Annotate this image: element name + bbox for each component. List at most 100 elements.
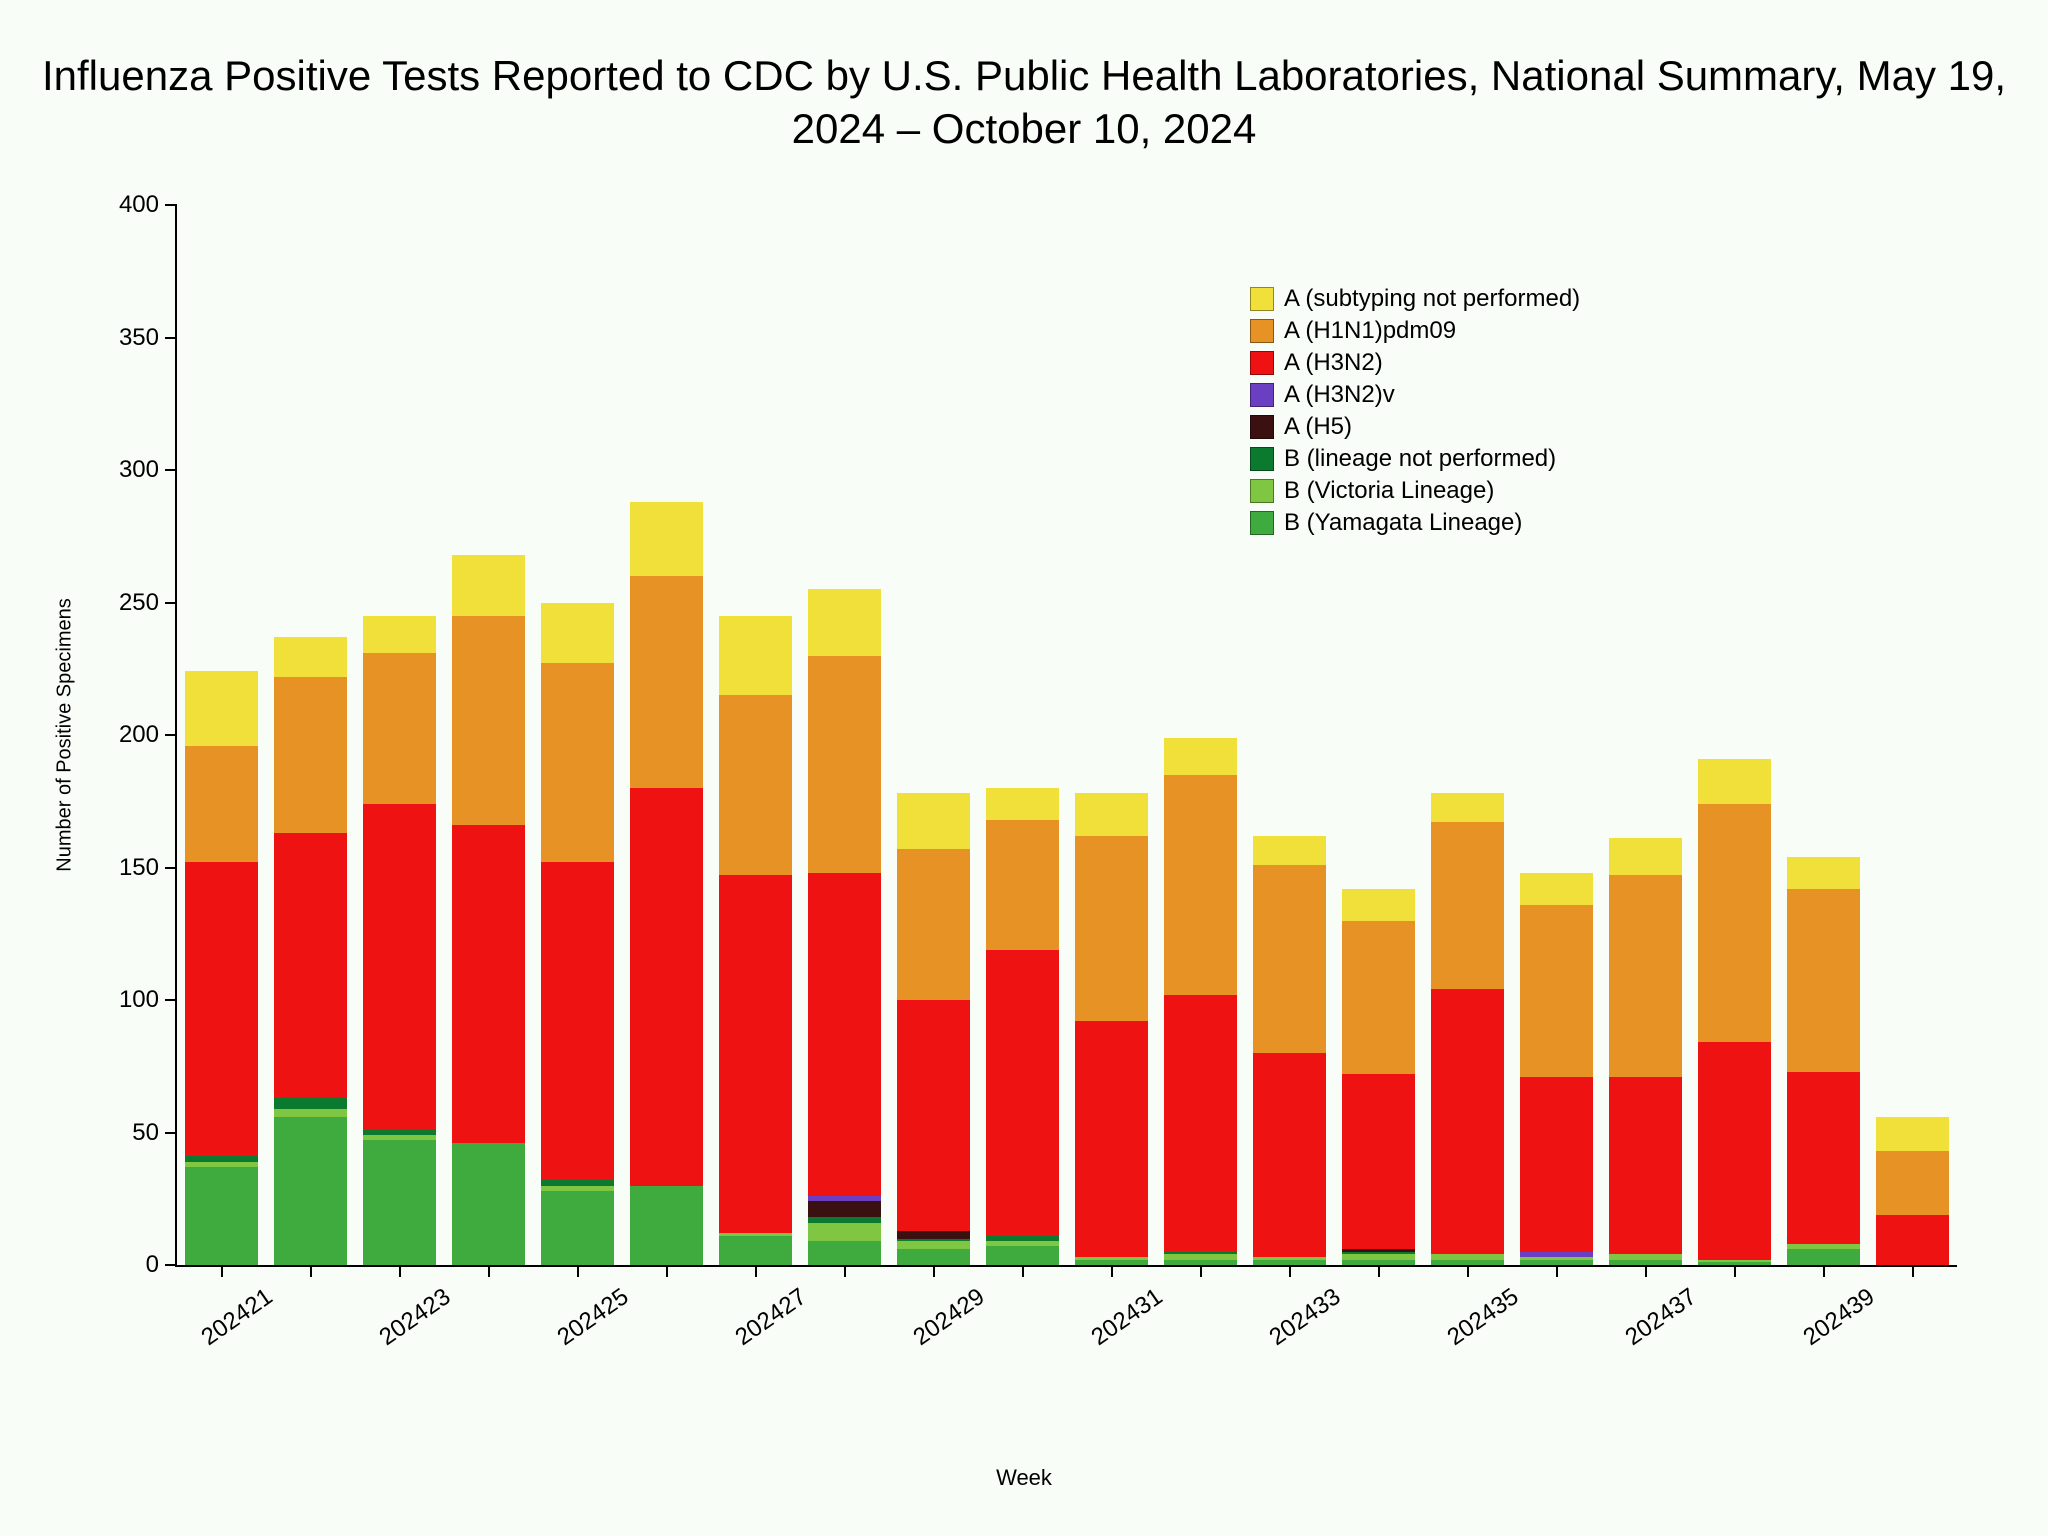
bar-segment-a_not_subtyped [1253, 836, 1326, 865]
bar-segment-b_victoria [1609, 1254, 1682, 1259]
bar-segment-a_h1n1 [630, 576, 703, 788]
bar-segment-a_h3n2 [185, 862, 258, 1156]
y-tick [165, 337, 177, 339]
bar-segment-a_h3n2 [452, 825, 525, 1143]
bar-segment-b_yamagata [630, 1186, 703, 1266]
bar-segment-a_h1n1 [808, 656, 881, 873]
y-tick-label: 400 [119, 191, 159, 219]
legend-swatch [1250, 511, 1274, 535]
x-tick [221, 1265, 223, 1277]
bar-segment-a_h3n2 [1520, 1077, 1593, 1252]
bar-segment-a_h1n1 [1164, 775, 1237, 995]
y-tick [165, 999, 177, 1001]
legend-item: B (Yamagata Lineage) [1250, 509, 1580, 537]
bar-segment-b_lineage_not [541, 1180, 614, 1185]
bar-segment-b_yamagata [719, 1236, 792, 1265]
bar-segment-a_not_subtyped [897, 793, 970, 849]
bar-segment-a_h3n2 [541, 862, 614, 1180]
y-axis-title: Number of Positive Specimens [54, 598, 77, 871]
legend-item: B (lineage not performed) [1250, 445, 1580, 473]
bar-segment-b_victoria [1520, 1257, 1593, 1260]
bar-segment-a_not_subtyped [808, 589, 881, 655]
bar-segment-a_h3n2v [808, 1196, 881, 1201]
bar-segment-a_h3n2 [1876, 1215, 1949, 1265]
bar-segment-a_h1n1 [1075, 836, 1148, 1022]
bar-segment-a_h3n2 [986, 950, 1059, 1236]
bar-segment-a_h5 [897, 1231, 970, 1239]
bar-segment-a_h1n1 [1342, 921, 1415, 1075]
y-tick-label: 0 [146, 1251, 159, 1279]
x-tick-label: 202425 [552, 1283, 634, 1352]
bar-segment-b_victoria [1253, 1257, 1326, 1260]
bar-segment-a_not_subtyped [1342, 889, 1415, 921]
bar-segment-b_victoria [1164, 1254, 1237, 1259]
legend: A (subtyping not performed)A (H1N1)pdm09… [1250, 285, 1580, 541]
bar-segment-b_victoria [363, 1135, 436, 1140]
x-tick [666, 1265, 668, 1277]
bar-segment-a_h3n2v [1520, 1252, 1593, 1257]
bar-segment-a_h3n2 [1787, 1072, 1860, 1244]
bar-segment-a_h3n2 [808, 873, 881, 1196]
chart-title: Influenza Positive Tests Reported to CDC… [0, 50, 2048, 155]
legend-label: A (H5) [1284, 413, 1352, 441]
bar-segment-b_lineage_not [897, 1239, 970, 1242]
y-tick [165, 204, 177, 206]
bar-segment-b_lineage_not [1164, 1252, 1237, 1255]
bar-segment-a_not_subtyped [363, 616, 436, 653]
x-tick [1022, 1265, 1024, 1277]
x-tick [488, 1265, 490, 1277]
bar-segment-a_h3n2 [1431, 989, 1504, 1254]
bar-segment-a_not_subtyped [1787, 857, 1860, 889]
legend-label: B (Victoria Lineage) [1284, 477, 1494, 505]
bar-segment-a_not_subtyped [1698, 759, 1771, 804]
bar-segment-a_not_subtyped [1876, 1117, 1949, 1151]
bar-segment-a_h3n2 [274, 833, 347, 1098]
x-tick [755, 1265, 757, 1277]
bar-segment-a_h1n1 [363, 653, 436, 804]
bar-segment-b_lineage_not [808, 1217, 881, 1222]
bar-segment-a_h3n2 [719, 875, 792, 1233]
bar-segment-b_lineage_not [1342, 1252, 1415, 1255]
bar-segment-a_h1n1 [1698, 804, 1771, 1043]
bar-segment-b_yamagata [541, 1191, 614, 1265]
legend-swatch [1250, 479, 1274, 503]
bar-segment-a_not_subtyped [986, 788, 1059, 820]
bar-segment-a_not_subtyped [274, 637, 347, 677]
legend-label: A (subtyping not performed) [1284, 285, 1580, 313]
legend-label: A (H3N2)v [1284, 381, 1395, 409]
bar-segment-a_h5 [808, 1201, 881, 1217]
bar-segment-b_victoria [1698, 1260, 1771, 1263]
chart-container: Influenza Positive Tests Reported to CDC… [0, 0, 2048, 1536]
y-tick-label: 100 [119, 986, 159, 1014]
legend-swatch [1250, 447, 1274, 471]
bar-segment-a_not_subtyped [452, 555, 525, 616]
bar-segment-a_h3n2 [897, 1000, 970, 1231]
bar-segment-b_lineage_not [185, 1156, 258, 1161]
legend-item: A (H3N2) [1250, 349, 1580, 377]
bar-segment-b_victoria [274, 1109, 347, 1117]
bar-segment-b_victoria [1342, 1254, 1415, 1259]
y-tick [165, 1264, 177, 1266]
y-tick-label: 150 [119, 854, 159, 882]
bar-segment-b_victoria [541, 1186, 614, 1191]
bar-segment-a_h1n1 [1253, 865, 1326, 1053]
bar-segment-a_h1n1 [897, 849, 970, 1000]
bar-segment-b_victoria [1787, 1244, 1860, 1249]
bar-segment-a_not_subtyped [1075, 793, 1148, 835]
bar-segment-a_h1n1 [986, 820, 1059, 950]
x-tick [1823, 1265, 1825, 1277]
x-tick [1912, 1265, 1914, 1277]
legend-swatch [1250, 415, 1274, 439]
bar-segment-a_not_subtyped [630, 502, 703, 576]
legend-item: A (subtyping not performed) [1250, 285, 1580, 313]
bar-segment-a_not_subtyped [1431, 793, 1504, 822]
x-tick-label: 202423 [374, 1283, 456, 1352]
bar-segment-a_not_subtyped [541, 603, 614, 664]
x-axis-title: Week [996, 1465, 1052, 1491]
x-tick-label: 202427 [730, 1283, 812, 1352]
bar-segment-a_h3n2 [1698, 1042, 1771, 1259]
bar-segment-a_h3n2 [1253, 1053, 1326, 1257]
bar-segment-a_h1n1 [541, 663, 614, 862]
bar-segment-a_h3n2 [630, 788, 703, 1186]
bar-segment-a_h3n2 [1609, 1077, 1682, 1255]
